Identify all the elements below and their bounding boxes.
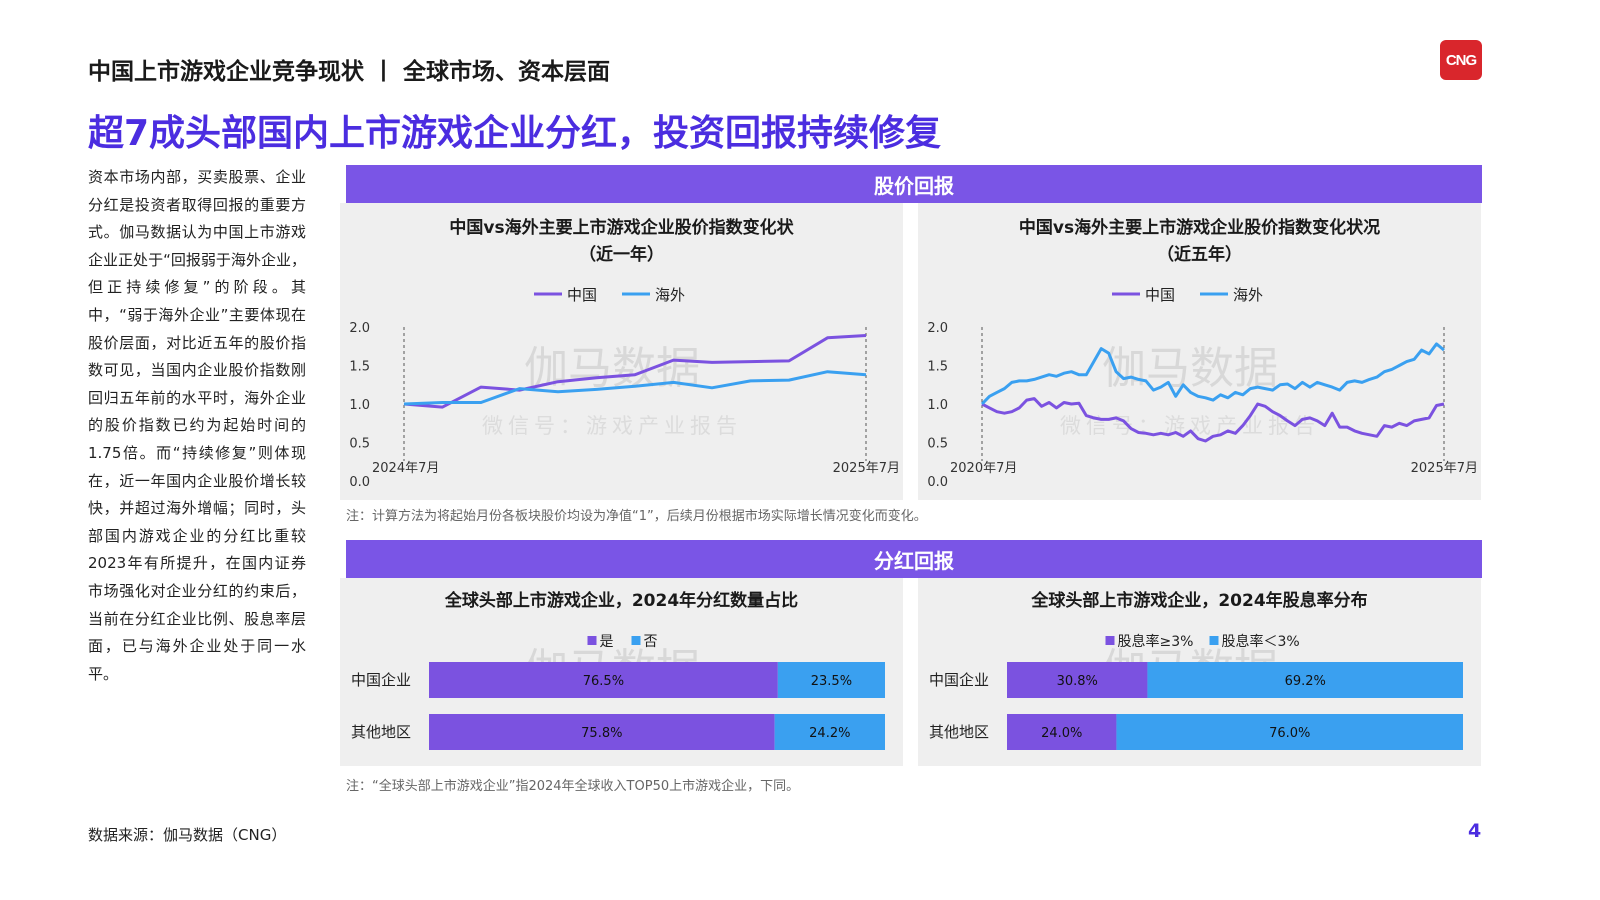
chart-title-line1: 中国vs海外主要上市游戏企业股价指数变化状况	[1018, 218, 1381, 238]
y-tick-label: 1.0	[349, 398, 370, 413]
y-tick-label: 2.0	[927, 321, 948, 336]
cng-logo-icon: CNG	[1440, 40, 1482, 80]
y-tick-label: 0.5	[927, 437, 948, 452]
x-end-label: 2025年7月	[833, 461, 900, 476]
legend-swatch	[1209, 636, 1219, 645]
chart-title: 全球头部上市游戏企业，2024年股息率分布	[1031, 591, 1368, 611]
chart-title: 中国vs海外主要上市游戏企业股价指数变化状 （近一年）	[340, 215, 903, 269]
section-header-dividend: 分红回报	[346, 540, 1482, 578]
x-start-label: 2020年7月	[950, 461, 1017, 476]
legend-label: 股息率＜3%	[1222, 633, 1300, 650]
legend-label: 海外	[655, 286, 685, 304]
legend-label: 中国	[1145, 286, 1175, 304]
y-tick-label: 0.5	[349, 437, 370, 452]
series-line-china	[403, 334, 867, 409]
bar-segment	[1116, 714, 1463, 750]
y-tick-label: 1.5	[927, 360, 948, 375]
line-chart-panel-1y: 中国vs海外主要上市游戏企业股价指数变化状 （近一年） 伽马数据微信号：游戏产业…	[340, 203, 903, 500]
bar-chart-panel-dividend-yield: 全球头部上市游戏企业，2024年股息率分布 伽马数据微信号：游戏产业报告股息率≥…	[918, 578, 1481, 766]
y-tick-label: 0.0	[349, 475, 370, 490]
bar-segment	[429, 662, 778, 698]
header-title: 中国上市游戏企业竞争现状 丨 全球市场、资本层面	[88, 59, 611, 85]
legend-label: 股息率≥3%	[1118, 633, 1194, 650]
category-label: 其他地区	[929, 723, 989, 741]
legend-label: 中国	[567, 286, 597, 304]
section-header-stock: 股价回报	[346, 165, 1482, 203]
legend-label: 否	[644, 634, 658, 650]
category-label: 中国企业	[929, 671, 989, 689]
note-top50-definition: 注：“全球头部上市游戏企业”指2024年全球收入TOP50上市游戏企业，下同。	[346, 779, 800, 794]
bar-segment	[429, 714, 775, 750]
legend-swatch	[631, 636, 641, 645]
data-label: 24.0%	[1041, 726, 1082, 741]
bar-segment	[1007, 662, 1148, 698]
data-label: 30.8%	[1057, 674, 1098, 689]
series-line-overseas	[980, 342, 1445, 406]
bar-segment	[1147, 662, 1463, 698]
series-line-overseas	[403, 370, 867, 406]
chart-title-line2: （近五年）	[1157, 245, 1242, 265]
data-label: 76.0%	[1269, 726, 1310, 741]
data-label: 24.2%	[809, 726, 850, 741]
legend-swatch	[587, 636, 597, 645]
data-label: 76.5%	[583, 674, 624, 689]
chart-title: 中国vs海外主要上市游戏企业股价指数变化状况 （近五年）	[918, 215, 1481, 269]
data-label: 75.8%	[581, 726, 622, 741]
y-tick-label: 2.0	[349, 321, 370, 336]
watermark-sub: 微信号：游戏产业报告	[482, 414, 742, 438]
data-label: 23.5%	[811, 674, 852, 689]
x-start-label: 2024年7月	[372, 461, 439, 476]
bar-segment	[1007, 714, 1117, 750]
x-end-label: 2025年7月	[1411, 461, 1478, 476]
note-stock-method: 注：计算方法为将起始月份各板块股价均设为净值“1”，后续月份根据市场实际增长情况…	[346, 509, 927, 524]
bar-segment	[774, 714, 885, 750]
series-line-china	[981, 397, 1445, 443]
bar-chart-panel-dividend-count: 全球头部上市游戏企业，2024年分红数量占比 伽马数据微信号：游戏产业报告是否中…	[340, 578, 903, 766]
line-chart-panel-5y: 中国vs海外主要上市游戏企业股价指数变化状况 （近五年） 伽马数据 微信号：游戏产…	[918, 203, 1481, 500]
y-tick-label: 1.5	[349, 360, 370, 375]
data-label: 69.2%	[1285, 674, 1326, 689]
chart-title-line1: 中国vs海外主要上市游戏企业股价指数变化状	[449, 218, 794, 238]
legend-swatch	[1105, 636, 1115, 645]
watermark-main: 伽马数据	[524, 343, 700, 394]
bar-segment	[777, 662, 885, 698]
watermark-main: 伽马数据	[1102, 343, 1278, 394]
legend-label: 是	[600, 634, 614, 650]
category-label: 中国企业	[351, 671, 411, 689]
page-number: 4	[1468, 820, 1482, 842]
bar-chart-dividend-yield: 伽马数据微信号：游戏产业报告股息率≥3%股息率＜3%中国企业30.8%69.2%…	[929, 633, 1463, 750]
chart-title: 全球头部上市游戏企业，2024年分红数量占比	[444, 591, 799, 611]
legend-label: 海外	[1233, 286, 1263, 304]
y-tick-label: 1.0	[927, 398, 948, 413]
category-label: 其他地区	[351, 723, 411, 741]
data-source: 数据来源：伽马数据（CNG）	[88, 826, 287, 844]
description-text: 资本市场内部，买卖股票、企业分红是投资者取得回报的重要方式。伽马数据认为中国上市…	[88, 168, 306, 683]
page-title: 超7成头部国内上市游戏企业分红，投资回报持续修复	[88, 113, 942, 154]
bar-chart-dividend-count: 伽马数据微信号：游戏产业报告是否中国企业76.5%23.5%其他地区75.8%2…	[351, 634, 885, 750]
chart-title-line2: （近一年）	[579, 245, 664, 265]
y-tick-label: 0.0	[927, 475, 948, 490]
